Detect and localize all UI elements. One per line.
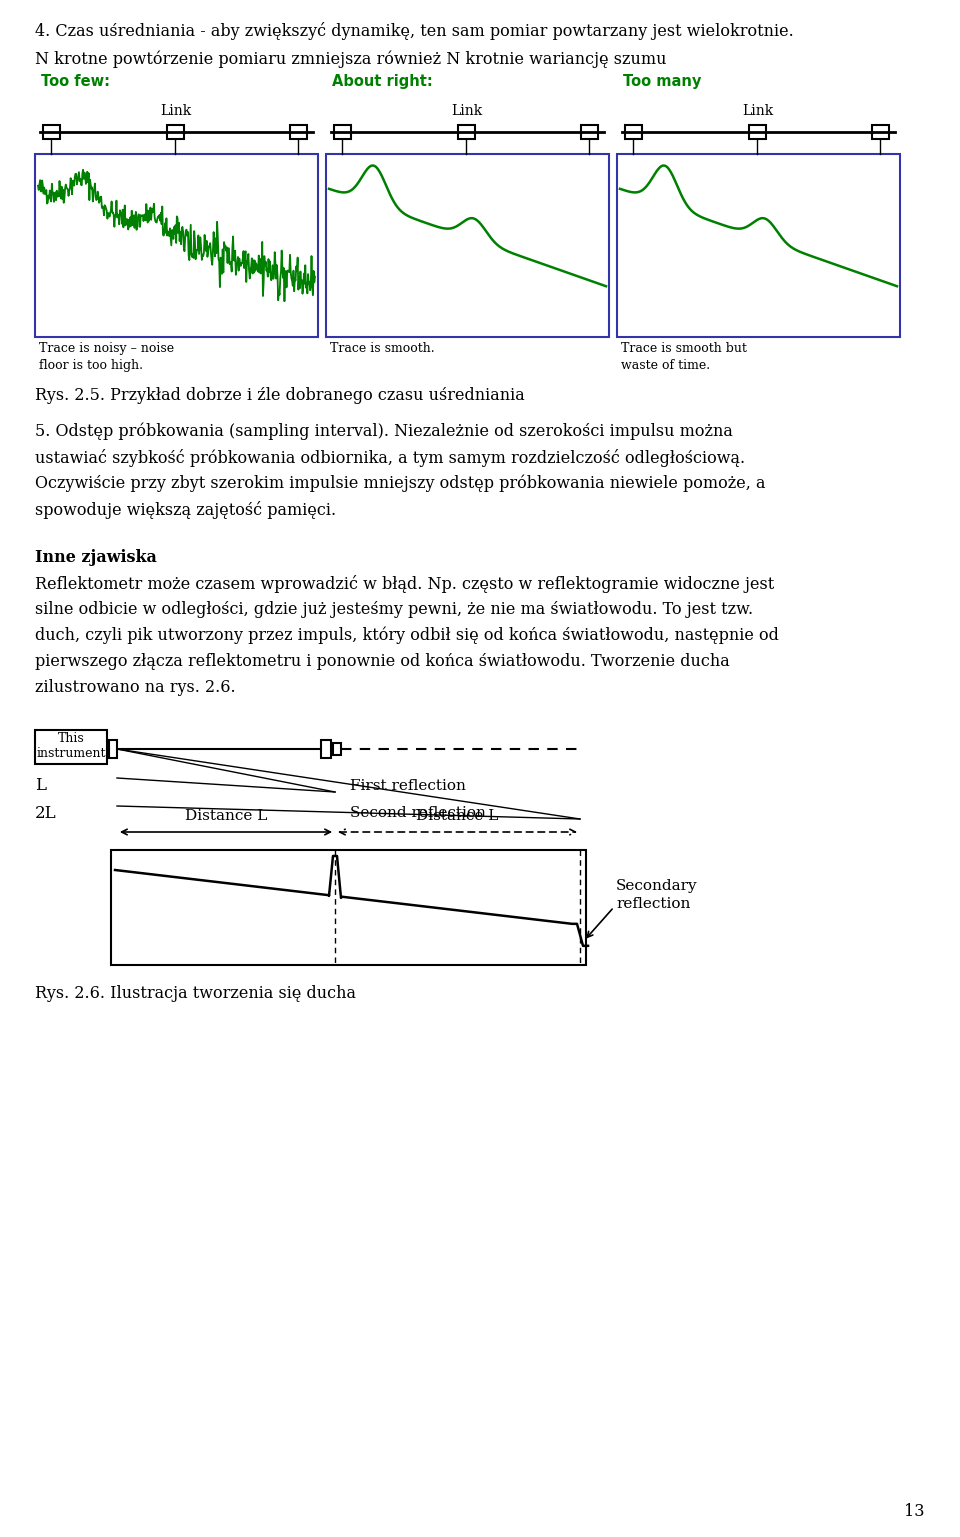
Text: Trace is noisy – noise
floor is too high.: Trace is noisy – noise floor is too high… — [39, 343, 174, 372]
Bar — [872, 124, 889, 138]
Text: spowoduje większą zajętość pamięci.: spowoduje większą zajętość pamięci. — [35, 501, 336, 520]
Bar — [35, 730, 107, 764]
Text: Link: Link — [160, 105, 192, 118]
Text: 13: 13 — [904, 1503, 925, 1520]
Text: Rys. 2.5. Przykład dobrze i źle dobranego czasu uśredniania: Rys. 2.5. Przykład dobrze i źle dobraneg… — [35, 387, 525, 404]
Text: 2L: 2L — [35, 805, 57, 822]
Bar — [334, 124, 351, 138]
Text: Too few:: Too few: — [41, 74, 110, 89]
Text: Oczywiście przy zbyt szerokim impulsie mniejszy odstęp próbkowania niewiele pomo: Oczywiście przy zbyt szerokim impulsie m… — [35, 475, 765, 492]
Text: This
instrument: This instrument — [36, 732, 106, 759]
Text: N krotne powtórzenie pomiaru zmniejsza również N krotnie wariancję szumu: N krotne powtórzenie pomiaru zmniejsza r… — [35, 51, 666, 68]
Text: Trace is smooth.: Trace is smooth. — [330, 343, 435, 355]
Bar — [333, 742, 341, 755]
Bar — [458, 124, 475, 138]
Bar — [111, 850, 586, 965]
Bar — [290, 124, 307, 138]
Bar — [617, 154, 900, 337]
Text: Distance L: Distance L — [185, 808, 267, 822]
Text: pierwszego złącza reflektometru i ponownie od końca światłowodu. Tworzenie ducha: pierwszego złącza reflektometru i ponown… — [35, 653, 730, 670]
Bar — [749, 124, 766, 138]
Text: Too many: Too many — [623, 74, 702, 89]
Text: L: L — [35, 778, 46, 795]
Bar — [625, 124, 642, 138]
Text: Second reflection: Second reflection — [350, 805, 486, 821]
Text: Rys. 2.6. Ilustracja tworzenia się ducha: Rys. 2.6. Ilustracja tworzenia się ducha — [35, 985, 356, 1002]
Bar — [109, 739, 117, 758]
Text: Link: Link — [742, 105, 774, 118]
Text: Link: Link — [451, 105, 483, 118]
Text: Secondary
reflection: Secondary reflection — [616, 879, 698, 911]
Text: 4. Czas uśredniania - aby zwiększyć dynamikę, ten sam pomiar powtarzany jest wie: 4. Czas uśredniania - aby zwiększyć dyna… — [35, 22, 794, 40]
Bar — [581, 124, 598, 138]
Text: Distance L: Distance L — [416, 808, 498, 822]
Text: Reflektometr może czasem wprowadzić w błąd. Np. często w reflektogramie widoczne: Reflektometr może czasem wprowadzić w bł… — [35, 575, 775, 593]
Text: 5. Odstęp próbkowania (sampling interval). Niezależnie od szerokości impulsu moż: 5. Odstęp próbkowania (sampling interval… — [35, 423, 732, 441]
Bar — [321, 739, 331, 758]
Bar — [43, 124, 60, 138]
Bar — [167, 124, 184, 138]
Text: duch, czyli pik utworzony przez impuls, który odbił się od końca światłowodu, na: duch, czyli pik utworzony przez impuls, … — [35, 627, 779, 644]
Bar — [35, 154, 318, 337]
Text: About right:: About right: — [332, 74, 433, 89]
Text: ustawiać szybkość próbkowania odbiornika, a tym samym rozdzielczość odległościow: ustawiać szybkość próbkowania odbiornika… — [35, 449, 745, 467]
Text: Inne zjawiska: Inne zjawiska — [35, 549, 156, 566]
Bar — [326, 154, 609, 337]
Text: silne odbicie w odległości, gdzie już jesteśmy pewni, że nie ma światłowodu. To : silne odbicie w odległości, gdzie już je… — [35, 601, 754, 618]
Text: Trace is smooth but
waste of time.: Trace is smooth but waste of time. — [621, 343, 747, 372]
Text: zilustrowano na rys. 2.6.: zilustrowano na rys. 2.6. — [35, 679, 235, 696]
Text: First reflection: First reflection — [350, 779, 466, 793]
